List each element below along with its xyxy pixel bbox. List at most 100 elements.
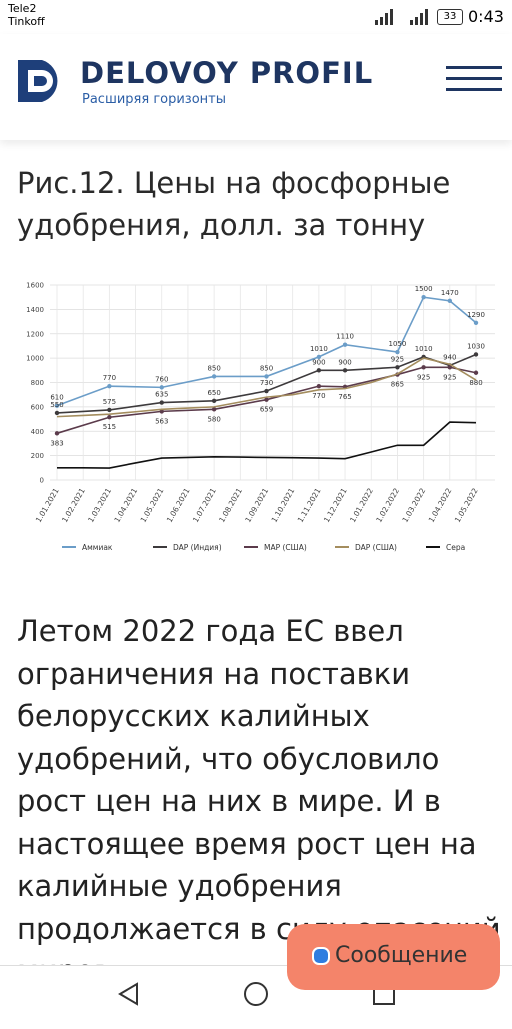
data-label: 1110	[336, 333, 354, 341]
point	[211, 407, 217, 412]
x-tick-label: 1.12.2021	[322, 486, 349, 524]
point	[447, 298, 453, 304]
back-button[interactable]	[118, 982, 138, 1006]
point	[316, 383, 322, 389]
data-label: 580	[207, 415, 220, 423]
x-tick-label: 1.03.2022	[400, 486, 427, 524]
data-label: 563	[155, 417, 168, 425]
data-label: 550	[50, 401, 63, 409]
chat-button[interactable]: Сообщение	[287, 924, 500, 990]
point	[211, 398, 217, 403]
point	[107, 407, 112, 413]
x-tick-label: 1.01.2022	[348, 486, 375, 524]
data-label: 1010	[310, 345, 328, 353]
x-tick-label: 1.07.2021	[191, 486, 218, 524]
home-button[interactable]	[244, 982, 268, 1006]
data-label: 1470	[441, 289, 459, 297]
x-tick-label: 1.04.2022	[427, 486, 454, 524]
data-label: 900	[338, 358, 351, 366]
brand[interactable]: DELOVOY PROFIL	[80, 56, 374, 90]
y-tick-label: 200	[31, 452, 44, 460]
point	[211, 374, 217, 379]
data-label: 515	[103, 423, 116, 431]
point	[421, 294, 426, 300]
data-label: 900	[312, 358, 325, 366]
point	[447, 365, 453, 370]
x-tick-label: 1.11.2021	[296, 486, 323, 524]
y-tick-label: 1000	[26, 355, 44, 363]
data-label: 940	[443, 353, 456, 361]
y-tick-label: 400	[31, 428, 44, 436]
data-label: 1290	[467, 311, 485, 319]
series-line	[56, 357, 477, 418]
point	[264, 388, 269, 394]
legend-label: MAP (США)	[264, 543, 307, 552]
y-tick-label: 1400	[26, 306, 44, 314]
point	[159, 409, 164, 414]
x-tick-label: 1.09.2021	[243, 486, 270, 524]
point	[107, 415, 112, 420]
data-label: 925	[391, 355, 404, 363]
tagline: Расширяя горизонты	[82, 92, 227, 107]
battery: 33	[437, 9, 463, 25]
point	[473, 370, 479, 375]
x-tick-label: 1.05.2022	[453, 486, 480, 524]
data-label: 865	[391, 381, 404, 389]
point	[159, 400, 164, 405]
data-label: 760	[155, 375, 168, 383]
data-label: 850	[260, 364, 273, 372]
x-tick-label: 1.05.2021	[139, 486, 166, 524]
point	[264, 397, 269, 402]
x-tick-label: 1.02.2021	[60, 486, 87, 524]
article-title: Рис.12. Цены на фосфорные удобрения, дол…	[17, 166, 451, 242]
data-label: 383	[50, 439, 63, 447]
y-tick-label: 600	[31, 403, 44, 411]
legend-label: Аммиак	[82, 543, 113, 552]
data-label: 610	[50, 394, 63, 402]
point	[264, 374, 269, 379]
legend-label: DAP (Индия)	[173, 543, 222, 552]
data-label: 880	[469, 379, 482, 387]
article-paragraph: Летом 2022 года ЕС ввел ограничения на п…	[17, 614, 501, 965]
data-label: 850	[207, 364, 220, 372]
data-label: 1030	[467, 342, 485, 350]
point	[473, 352, 479, 357]
point	[342, 342, 348, 347]
data-label: 925	[443, 373, 456, 381]
data-label: 1010	[415, 345, 433, 353]
chat-dot	[312, 947, 330, 965]
x-tick-label: 1.04.2021	[112, 486, 139, 524]
x-tick-label: 1.02.2022	[374, 486, 401, 524]
point	[54, 431, 60, 436]
data-label: 770	[312, 392, 325, 400]
point	[316, 354, 322, 360]
point	[395, 365, 400, 370]
data-label: 1500	[415, 285, 433, 293]
legend-label: Сера	[446, 543, 465, 552]
y-tick-label: 0	[40, 477, 44, 485]
point	[54, 403, 60, 408]
data-label: 659	[260, 406, 273, 414]
logo[interactable]	[14, 56, 68, 106]
chat-label: Сообщение	[335, 943, 468, 968]
point	[342, 368, 348, 373]
point	[421, 365, 426, 370]
data-label: 730	[260, 379, 273, 387]
data-label: 650	[207, 389, 220, 397]
data-label: 770	[103, 374, 116, 382]
data-label: 925	[417, 373, 430, 381]
data-label: 635	[155, 391, 168, 399]
signal-icons	[375, 9, 428, 25]
site-header: DELOVOY PROFIL Расширяя горизонты	[0, 34, 512, 140]
point	[54, 410, 60, 416]
clock: 0:43	[468, 7, 504, 26]
menu-button[interactable]	[446, 64, 502, 94]
point	[473, 320, 479, 325]
point	[159, 385, 164, 390]
x-tick-label: 1.08.2021	[217, 486, 244, 524]
y-tick-label: 800	[31, 379, 44, 387]
data-label: 765	[338, 393, 351, 401]
x-tick-label: 1.01.2021	[34, 486, 61, 524]
